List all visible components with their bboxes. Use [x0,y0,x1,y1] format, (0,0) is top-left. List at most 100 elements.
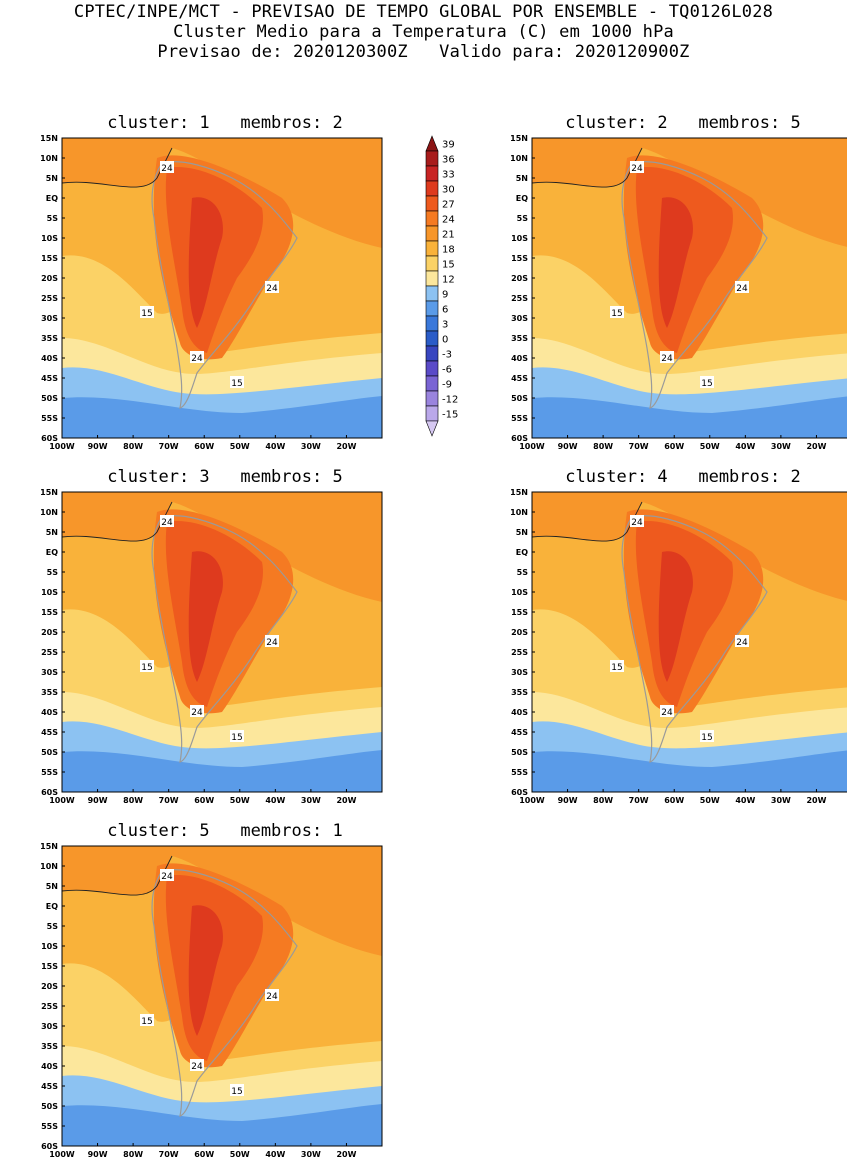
colorbar-segment [425,375,439,392]
lat-tick-label: 10N [510,508,528,517]
continent-outline [151,869,298,1117]
contour-line [531,501,643,542]
lon-tick-label: 50W [230,796,250,805]
lat-tick-label: 60S [511,788,528,797]
colorbar-segment [425,165,439,182]
contour-label-bg [190,1059,204,1071]
temperature-band [62,396,382,438]
lat-tick-label: 10S [511,588,528,597]
contour-label: 24 [661,354,673,364]
lat-tick-label: 30S [41,668,58,677]
lat-tick-label: 35S [511,688,528,697]
contour-label-bg [190,705,204,717]
lon-tick-label: 30W [301,796,321,805]
contour-label-bg [630,515,644,527]
lat-tick-label: 55S [511,414,528,423]
temperature-band [62,1104,382,1146]
lat-tick-label: 30S [41,314,58,323]
colorbar-level-label: 9 [442,290,448,301]
lat-tick-label: 25S [41,294,58,303]
lat-tick-label: 15N [40,842,58,851]
lat-tick-label: 50S [41,394,58,403]
lat-tick-label: 30S [41,1022,58,1031]
contour-label-bg [160,161,174,173]
contour-label-bg [610,306,624,318]
contour-label-bg [700,376,714,388]
contour-label: 15 [141,1017,152,1027]
contour-label: 24 [631,164,643,174]
lat-tick-label: 40S [511,708,528,717]
contour-label: 24 [736,638,748,648]
lat-tick-label: 35S [511,334,528,343]
contour-label: 24 [266,638,278,648]
colorbar-segment [425,210,439,227]
lat-tick-label: EQ [516,194,528,203]
lat-tick-label: 10N [40,862,58,871]
colorbar-level-label: -3 [442,350,452,361]
lat-tick-label: 55S [41,414,58,423]
lon-tick-label: 50W [700,442,720,451]
temperature-band [188,197,223,328]
colorbar-level-label: -6 [442,365,452,376]
lat-tick-label: EQ [516,548,528,557]
colorbar-level-label: 21 [442,230,455,241]
temperature-band [62,138,382,248]
continent-outline [621,161,768,409]
lon-tick-label: 90W [88,796,108,805]
contour-label: 24 [266,992,278,1002]
lon-tick-label: 90W [558,442,578,451]
contour-line [61,147,173,188]
contour-label: 24 [191,354,203,364]
panel-3-title: cluster: 3 membros: 5 [107,467,343,487]
map-frame [61,845,383,1147]
lon-tick-label: 80W [593,442,613,451]
contour-label-bg [230,730,244,742]
contour-label: 24 [191,708,203,718]
lon-tick-label: 70W [159,442,179,451]
lat-tick-label: 20S [511,628,528,637]
contour-label-bg [735,635,749,647]
colorbar-level-label: 0 [442,335,448,346]
lon-tick-label: 40W [265,442,285,451]
contour-label: 24 [161,164,173,174]
lat-tick-label: 50S [41,748,58,757]
lon-tick-label: 30W [771,442,791,451]
contour-line [61,855,173,896]
lon-tick-label: 80W [123,442,143,451]
lat-tick-label: 10N [510,154,528,163]
contour-label-bg [735,281,749,293]
lat-tick-label: 5S [517,568,529,577]
lon-tick-label: 40W [265,796,285,805]
lat-tick-label: 15N [40,134,58,143]
lon-tick-label: 90W [88,1150,108,1159]
lat-tick-label: 30S [511,314,528,323]
map-frame [61,491,383,793]
lon-tick-label: 20W [806,442,826,451]
temperature-band [62,750,382,792]
colorbar-segment [425,330,439,347]
lat-tick-label: 15S [511,254,528,263]
contour-label: 15 [611,663,622,673]
lat-tick-label: 20S [511,274,528,283]
colorbar-segment [425,255,439,272]
contour-label-bg [140,660,154,672]
contour-label: 15 [141,309,152,319]
lon-tick-label: 40W [265,1150,285,1159]
lat-tick-label: 5N [516,174,528,183]
contour-label-bg [660,705,674,717]
colorbar-level-label: 24 [442,215,455,226]
lon-tick-label: 60W [194,1150,214,1159]
lat-tick-label: 35S [41,334,58,343]
contour-label-bg [630,161,644,173]
lat-tick-label: 5S [517,214,529,223]
lat-tick-label: 20S [41,274,58,283]
colorbar-segment [425,195,439,212]
contour-label: 15 [701,733,712,743]
colorbar-segment [425,300,439,317]
lon-tick-label: 20W [336,796,356,805]
contour-label-bg [265,281,279,293]
lat-tick-label: 10N [40,154,58,163]
lat-tick-label: 60S [41,434,58,443]
lon-tick-label: 70W [159,796,179,805]
lat-tick-label: 50S [511,748,528,757]
